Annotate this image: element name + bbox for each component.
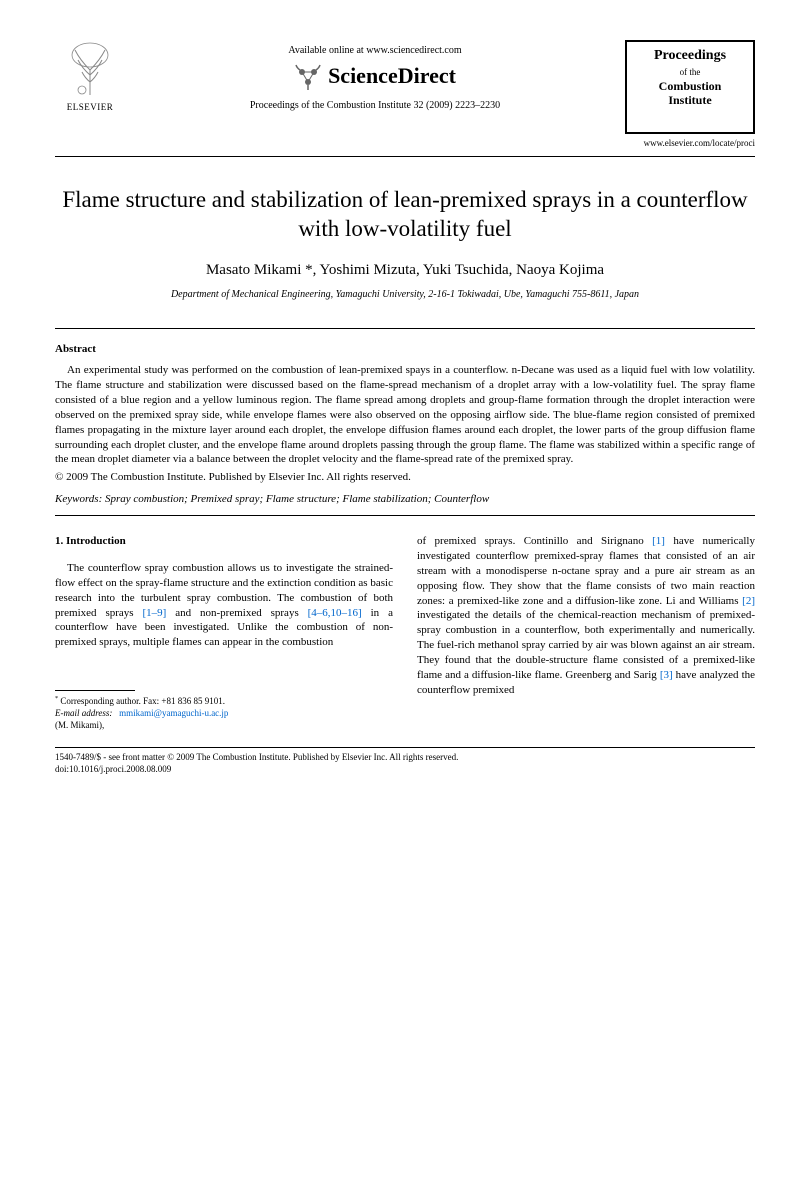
footnote-rule — [55, 690, 135, 691]
abstract-heading: Abstract — [55, 343, 755, 355]
footer-block: 1540-7489/$ - see front matter © 2009 Th… — [55, 752, 755, 775]
journal-name: Proceedings — [631, 48, 749, 65]
two-column-body: 1. Introduction The counterflow spray co… — [55, 534, 755, 731]
journal-box-wrapper: Proceedings of the Combustion Institute … — [625, 40, 755, 148]
email-line: E-mail address: mmikami@yamaguchi-u.ac.j… — [55, 708, 393, 720]
footer-rule — [55, 747, 755, 748]
publisher-logo-box: ELSEVIER — [55, 40, 125, 112]
sciencedirect-logo: ScienceDirect — [125, 62, 625, 90]
intro-heading: 1. Introduction — [55, 534, 393, 549]
footnote-block: * Corresponding author. Fax: +81 836 85 … — [55, 695, 393, 731]
authors-line: Masato Mikami *, Yoshimi Mizuta, Yuki Ts… — [55, 262, 755, 279]
center-header: Available online at www.sciencedirect.co… — [125, 40, 625, 111]
email-address[interactable]: mmikami@yamaguchi-u.ac.jp — [119, 708, 228, 718]
keywords-values: Spray combustion; Premixed spray; Flame … — [105, 493, 489, 505]
footer-issn: 1540-7489/$ - see front matter © 2009 Th… — [55, 752, 755, 764]
intro-paragraph-right: of premixed sprays. Continillo and Sirig… — [417, 534, 755, 697]
intro-paragraph-left: The counterflow spray combustion allows … — [55, 561, 393, 650]
citation-line: Proceedings of the Combustion Institute … — [125, 100, 625, 111]
email-label: E-mail address: — [55, 708, 112, 718]
right-column: of premixed sprays. Continillo and Sirig… — [417, 534, 755, 731]
keywords-line: Keywords: Spray combustion; Premixed spr… — [55, 493, 755, 505]
journal-of: of the — [631, 67, 749, 77]
corresponding-text: Corresponding author. Fax: +81 836 85 91… — [60, 696, 225, 706]
asterisk-icon: * — [55, 695, 58, 702]
journal-url[interactable]: www.elsevier.com/locate/proci — [625, 138, 755, 148]
ref-link-1[interactable]: [1] — [652, 535, 665, 547]
available-online-text: Available online at www.sciencedirect.co… — [125, 45, 625, 56]
ref-link-3[interactable]: [3] — [660, 669, 673, 681]
sciencedirect-icon — [294, 62, 322, 90]
footer-doi: doi:10.1016/j.proci.2008.08.009 — [55, 764, 755, 776]
sciencedirect-text: ScienceDirect — [328, 63, 456, 89]
col2-text-a: of premixed sprays. Continillo and Sirig… — [417, 535, 652, 547]
header-row: ELSEVIER Available online at www.science… — [55, 40, 755, 148]
keywords-label: Keywords: — [55, 493, 102, 505]
col1-text-b: and non-premixed sprays — [166, 607, 307, 619]
article-title: Flame structure and stabilization of lea… — [55, 185, 755, 245]
journal-institute: Institute — [631, 93, 749, 107]
corresponding-author-line: * Corresponding author. Fax: +81 836 85 … — [55, 695, 393, 708]
ref-link-4-16[interactable]: [4–6,10–16] — [308, 607, 362, 619]
author-short: (M. Mikami), — [55, 720, 393, 732]
elsevier-tree-icon — [60, 40, 120, 100]
ref-link-1-9[interactable]: [1–9] — [142, 607, 166, 619]
abstract-text: An experimental study was performed on t… — [55, 363, 755, 467]
abstract-top-rule — [55, 328, 755, 329]
publisher-label: ELSEVIER — [55, 102, 125, 112]
copyright-line: © 2009 The Combustion Institute. Publish… — [55, 471, 755, 483]
affiliation-line: Department of Mechanical Engineering, Ya… — [55, 289, 755, 300]
header-divider — [55, 156, 755, 157]
journal-box: Proceedings of the Combustion Institute — [625, 40, 755, 134]
abstract-bottom-rule — [55, 515, 755, 516]
journal-combustion: Combustion — [631, 79, 749, 93]
left-column: 1. Introduction The counterflow spray co… — [55, 534, 393, 731]
ref-link-2[interactable]: [2] — [742, 595, 755, 607]
